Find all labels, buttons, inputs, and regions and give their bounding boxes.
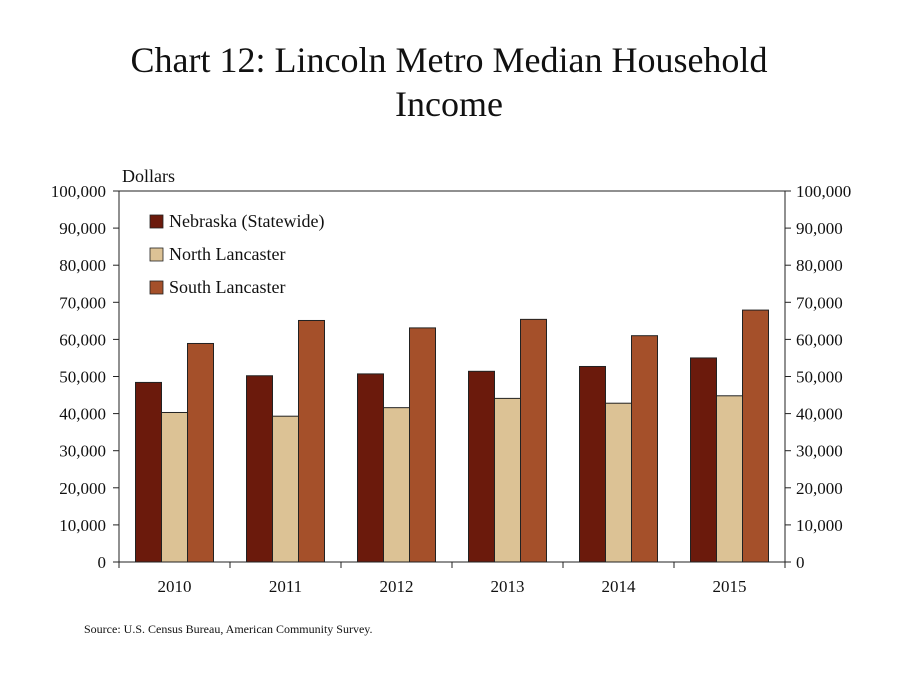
- y-tick-label-right: 50,000: [796, 368, 843, 387]
- bar: [383, 407, 410, 563]
- x-tick-label: 2014: [602, 577, 637, 596]
- bar: [357, 373, 384, 563]
- bar: [272, 415, 299, 563]
- bar: [468, 370, 495, 563]
- bar: [161, 411, 188, 563]
- y-tick-label-left: 30,000: [59, 442, 106, 461]
- y-tick-label-right: 20,000: [796, 479, 843, 498]
- bar: [742, 309, 769, 563]
- legend-label: North Lancaster: [169, 244, 285, 264]
- source-note: Source: U.S. Census Bureau, American Com…: [84, 622, 373, 636]
- plot-area: 0 0 10,000 10,000 20,000 20,000 30,000 30,000 40…: [51, 182, 852, 596]
- y-tick-label-left: 50,000: [59, 368, 106, 387]
- y-tick-label-left: 40,000: [59, 405, 106, 424]
- y-tick-label-right: 10,000: [796, 516, 843, 535]
- y-tick-label-left: 70,000: [59, 293, 106, 312]
- bar: [520, 318, 547, 563]
- y-tick-label-right: 90,000: [796, 219, 843, 238]
- y-tick-label-left: 80,000: [59, 256, 106, 275]
- y-tick-label-right: 30,000: [796, 442, 843, 461]
- x-tick-label: 2011: [269, 577, 302, 596]
- bar: [631, 335, 658, 563]
- bar: [135, 381, 162, 563]
- y-tick-label-right: 0: [796, 553, 805, 572]
- y-tick-label-left: 20,000: [59, 479, 106, 498]
- chart-title-line-1: Chart 12: Lincoln Metro Median Household: [130, 40, 768, 80]
- y-tick-label-right: 40,000: [796, 405, 843, 424]
- x-tick-label: 2015: [713, 577, 747, 596]
- legend-label: South Lancaster: [169, 277, 285, 297]
- bar: [605, 402, 632, 563]
- y-tick-label-left: 10,000: [59, 516, 106, 535]
- bar: [494, 397, 521, 563]
- y-tick-label-right: 100,000: [796, 182, 851, 201]
- bar: [246, 375, 273, 563]
- bar: [579, 365, 606, 563]
- legend-swatch: [149, 280, 164, 295]
- chart-title-line-2: Income: [395, 84, 503, 124]
- bar: [409, 327, 436, 563]
- y-tick-label-right: 80,000: [796, 256, 843, 275]
- bar: [187, 342, 214, 563]
- legend-swatch: [149, 247, 164, 262]
- y-tick-label-right: 60,000: [796, 330, 843, 349]
- y-tick-label-left: 0: [98, 553, 107, 572]
- y-axis-unit-label: Dollars: [122, 166, 175, 186]
- legend-label: Nebraska (Statewide): [169, 211, 324, 232]
- y-tick-label-left: 60,000: [59, 330, 106, 349]
- y-tick-label-left: 100,000: [51, 182, 106, 201]
- y-tick-label-left: 90,000: [59, 219, 106, 238]
- x-tick-label: 2010: [158, 577, 192, 596]
- y-tick-label-right: 70,000: [796, 293, 843, 312]
- bar: [690, 357, 717, 563]
- x-tick-label: 2013: [491, 577, 525, 596]
- legend-swatch: [149, 214, 164, 229]
- x-tick-label: 2012: [380, 577, 414, 596]
- bar: [298, 319, 325, 563]
- chart-title: Chart 12: Lincoln Metro Median Household…: [0, 38, 898, 126]
- bar: [716, 395, 743, 563]
